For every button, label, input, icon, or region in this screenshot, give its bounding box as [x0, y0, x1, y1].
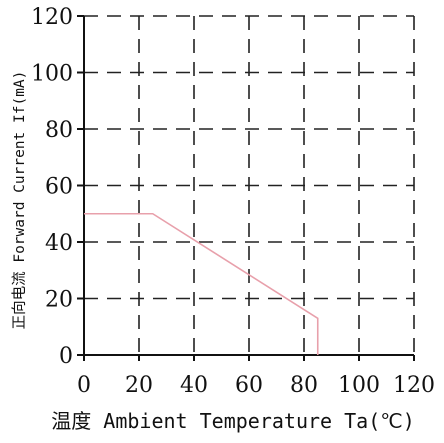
- y-tick-label: 80: [45, 118, 73, 143]
- y-tick-label: 100: [31, 62, 73, 87]
- x-axis-title: 温度 Ambient Temperature Ta(℃): [51, 409, 415, 433]
- x-tick-labels: 0 20 40 60 80 100 120: [77, 373, 435, 398]
- y-tick-label: 60: [45, 175, 73, 200]
- y-axis-title: 正向电流 Forward Current If(mA): [11, 71, 28, 330]
- x-tick-label: 120: [393, 373, 435, 398]
- x-tick-label: 0: [77, 373, 91, 398]
- y-tick-labels: 0 20 40 60 80 100 120: [31, 5, 73, 369]
- chart-axes: [77, 15, 415, 361]
- y-tick-label: 20: [45, 288, 73, 313]
- x-tick-label: 80: [290, 373, 318, 398]
- y-tick-label: 40: [45, 231, 73, 256]
- chart-series: [84, 212, 319, 355]
- chart-grid: [84, 15, 415, 355]
- series-line: [84, 212, 319, 355]
- y-tick-label: 120: [31, 5, 73, 30]
- x-tick-label: 100: [338, 373, 380, 398]
- x-tick-label: 20: [125, 373, 153, 398]
- y-tick-label: 0: [59, 344, 73, 369]
- x-tick-label: 60: [235, 373, 263, 398]
- x-tick-label: 40: [180, 373, 208, 398]
